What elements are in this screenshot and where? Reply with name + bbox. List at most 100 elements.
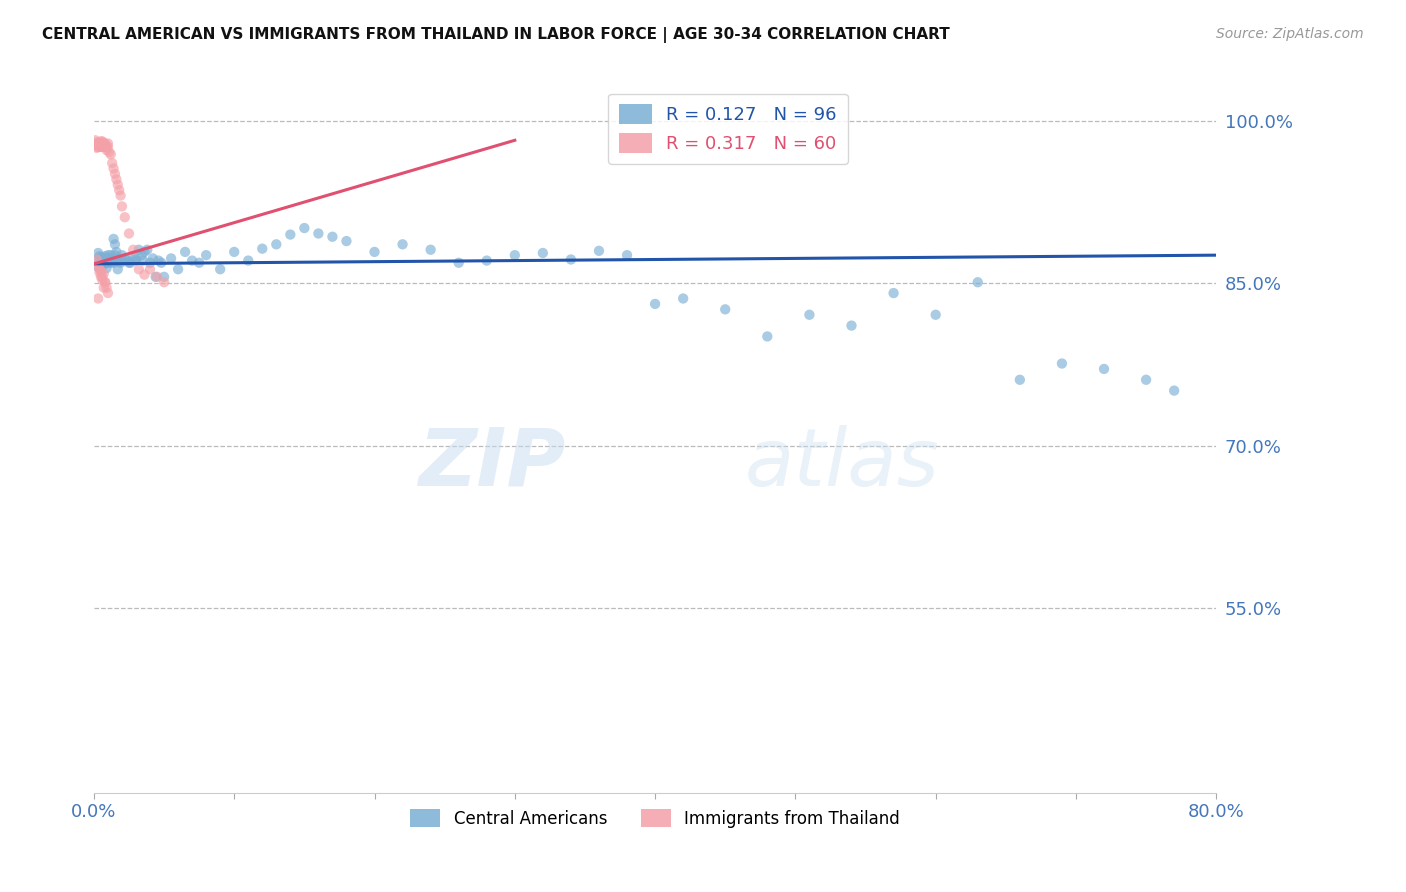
Point — [924, 308, 946, 322]
Point — [391, 237, 413, 252]
Point — [588, 244, 610, 258]
Point — [363, 244, 385, 259]
Point — [531, 246, 554, 260]
Point — [111, 248, 134, 262]
Point — [108, 183, 131, 197]
Point — [153, 275, 176, 289]
Point — [101, 156, 124, 170]
Point — [89, 254, 111, 268]
Point — [91, 273, 114, 287]
Point — [103, 161, 125, 176]
Point — [105, 172, 128, 186]
Point — [1135, 373, 1157, 387]
Point — [128, 262, 150, 277]
Point — [101, 253, 124, 268]
Point — [90, 140, 112, 154]
Point — [94, 249, 117, 263]
Point — [89, 136, 111, 151]
Point — [266, 237, 288, 252]
Point — [86, 252, 108, 267]
Point — [136, 243, 159, 257]
Point — [97, 248, 120, 262]
Point — [100, 248, 122, 262]
Legend: Central Americans, Immigrants from Thailand: Central Americans, Immigrants from Thail… — [404, 803, 907, 834]
Point — [87, 140, 110, 154]
Point — [105, 252, 128, 266]
Point — [93, 267, 115, 281]
Point — [181, 253, 204, 268]
Point — [122, 243, 145, 257]
Point — [111, 253, 134, 268]
Point — [91, 259, 114, 273]
Point — [93, 136, 115, 151]
Point — [419, 243, 441, 257]
Point — [100, 253, 122, 268]
Point — [93, 140, 115, 154]
Point — [252, 242, 274, 256]
Point — [335, 234, 357, 248]
Point — [86, 141, 108, 155]
Point — [188, 256, 211, 270]
Point — [120, 256, 142, 270]
Point — [1050, 357, 1073, 371]
Point — [91, 136, 114, 151]
Point — [90, 134, 112, 148]
Point — [292, 221, 315, 235]
Point — [94, 136, 117, 151]
Point — [139, 262, 162, 277]
Point — [644, 297, 666, 311]
Point — [98, 145, 121, 160]
Point — [96, 143, 118, 157]
Point — [560, 252, 582, 267]
Point — [86, 137, 108, 152]
Point — [87, 136, 110, 151]
Point — [131, 248, 153, 262]
Point — [195, 248, 218, 262]
Point — [84, 133, 107, 147]
Point — [672, 292, 695, 306]
Point — [148, 253, 170, 268]
Point — [90, 269, 112, 284]
Point — [96, 140, 118, 154]
Point — [91, 253, 114, 268]
Point — [799, 308, 821, 322]
Point — [224, 244, 246, 259]
Point — [128, 243, 150, 257]
Point — [117, 253, 139, 268]
Point — [160, 252, 183, 266]
Point — [307, 227, 329, 241]
Point — [91, 140, 114, 154]
Point — [94, 275, 117, 289]
Point — [278, 227, 301, 242]
Point — [97, 140, 120, 154]
Point — [97, 286, 120, 301]
Point — [97, 252, 120, 266]
Point — [86, 252, 108, 267]
Point — [90, 136, 112, 151]
Point — [125, 252, 148, 266]
Point — [714, 302, 737, 317]
Point — [167, 262, 190, 277]
Point — [105, 244, 128, 259]
Point — [153, 269, 176, 284]
Text: ZIP: ZIP — [418, 425, 565, 503]
Point — [150, 256, 173, 270]
Point — [89, 256, 111, 270]
Text: CENTRAL AMERICAN VS IMMIGRANTS FROM THAILAND IN LABOR FORCE | AGE 30-34 CORRELAT: CENTRAL AMERICAN VS IMMIGRANTS FROM THAI… — [42, 27, 950, 43]
Point — [118, 256, 141, 270]
Point — [89, 140, 111, 154]
Point — [134, 268, 156, 282]
Point — [209, 262, 232, 277]
Point — [93, 280, 115, 294]
Point — [98, 253, 121, 268]
Text: Source: ZipAtlas.com: Source: ZipAtlas.com — [1216, 27, 1364, 41]
Point — [132, 253, 155, 268]
Point — [883, 286, 905, 301]
Point — [93, 252, 115, 266]
Point — [841, 318, 863, 333]
Point — [87, 260, 110, 274]
Point — [97, 256, 120, 270]
Point — [93, 256, 115, 270]
Point — [107, 262, 129, 277]
Point — [110, 188, 132, 202]
